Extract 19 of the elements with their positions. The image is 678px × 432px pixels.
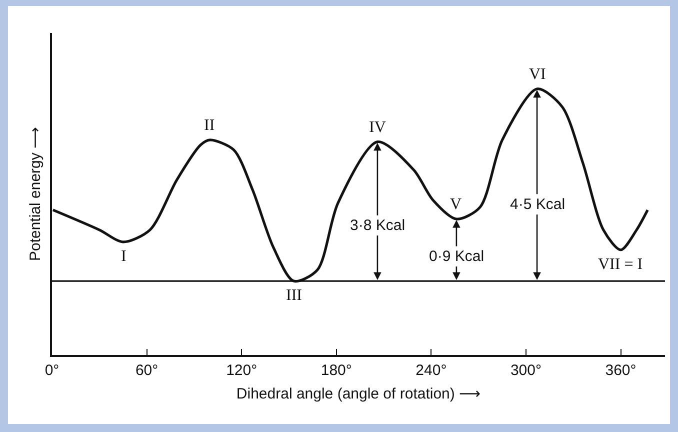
annotation: 3·8 Kcal — [350, 217, 406, 234]
annotation: VI — [529, 66, 546, 83]
x-axis-title: Dihedral angle (angle of rotation) ⟶ — [236, 385, 481, 402]
x-tick-label: 240° — [416, 362, 447, 379]
annotation: IV — [369, 119, 386, 136]
annotation: II — [204, 117, 215, 134]
annotation: III — [286, 287, 302, 304]
x-tick-label: 120° — [226, 362, 258, 379]
x-tick-label: 360° — [605, 362, 636, 379]
annotation: V — [450, 196, 462, 213]
x-tick-label: 60° — [135, 362, 158, 379]
annotation: VII = I — [598, 256, 643, 273]
y-axis-title: Potential energy ⟶ — [26, 126, 44, 262]
annotation: 4·5 Kcal — [510, 196, 566, 213]
x-tick-label: 300° — [510, 362, 542, 379]
x-tick-label: 180° — [320, 362, 352, 379]
annotation: I — [121, 248, 126, 265]
x-tick-label: 0° — [44, 362, 60, 379]
annotation: 0·9 Kcal — [429, 248, 484, 265]
